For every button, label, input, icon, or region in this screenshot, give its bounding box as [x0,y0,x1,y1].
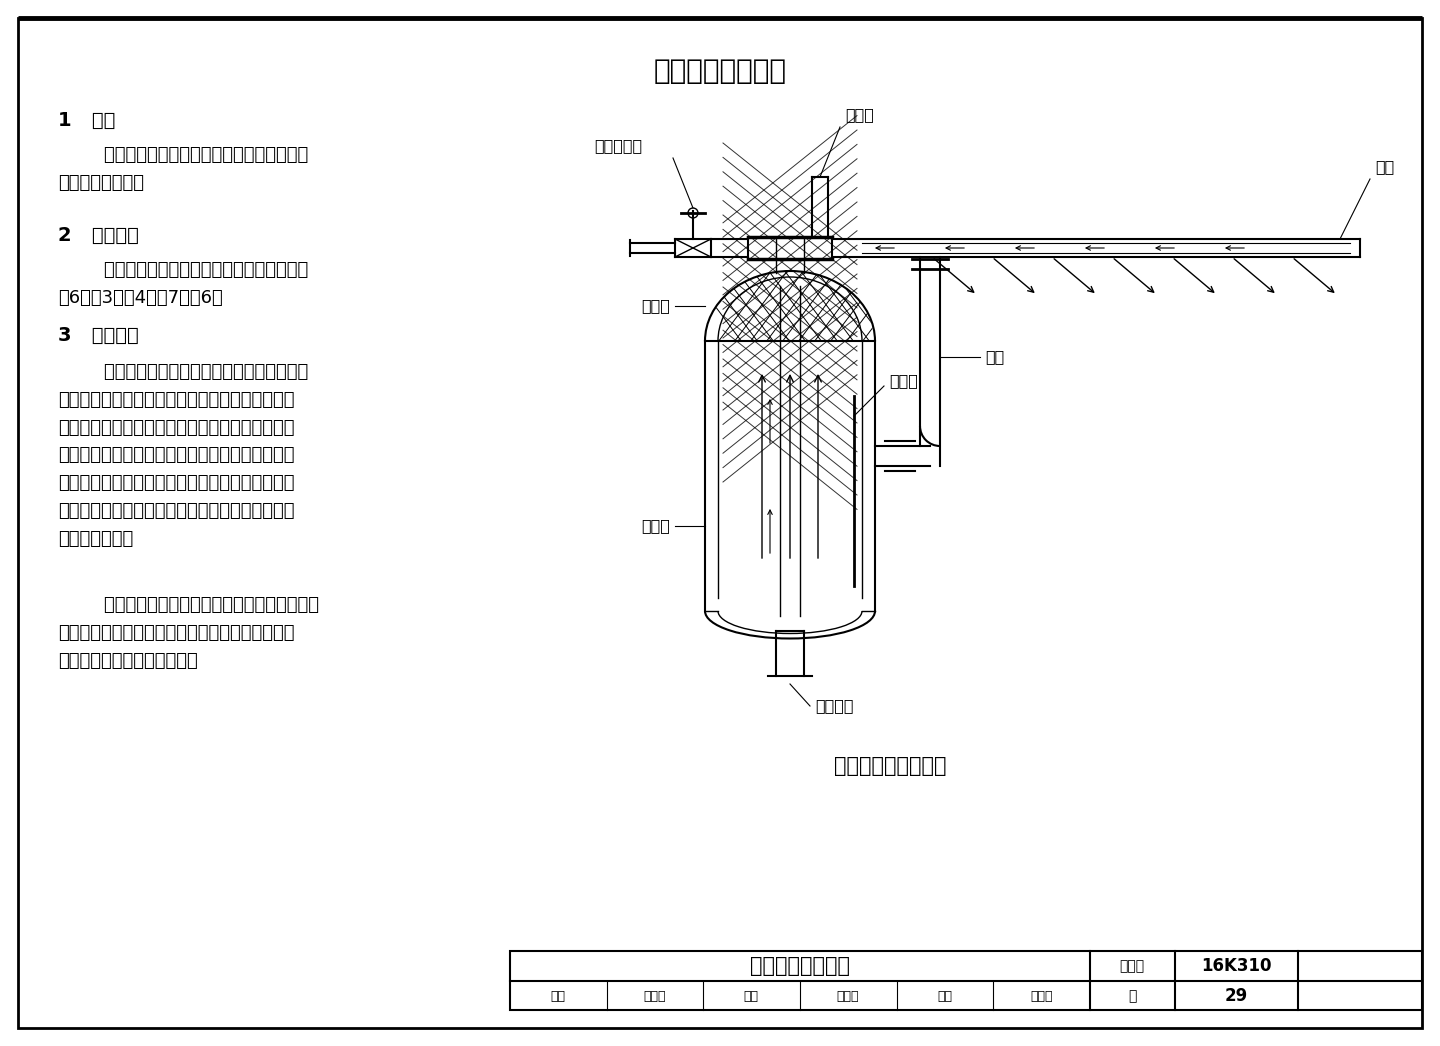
Text: 喷管: 喷管 [1375,159,1394,174]
Text: 蒸汽管: 蒸汽管 [845,107,874,122]
Text: 干蒸汽加湿器原理图: 干蒸汽加湿器原理图 [834,756,946,776]
Text: 干蒸汽加湿器可以通过手动调节、双位调节、
比例调节等方式调节加湿量。需要时可在手动调节
阀后设电动调节阀进行调节。: 干蒸汽加湿器可以通过手动调节、双位调节、 比例调节等方式调节加湿量。需要时可在手… [58,596,320,669]
Text: 刘海滨: 刘海滨 [837,990,860,1002]
Text: 干蒸汽加湿器说明: 干蒸汽加湿器说明 [654,56,786,85]
Text: 干燥室: 干燥室 [641,298,670,314]
Text: 29: 29 [1224,987,1247,1005]
Text: 1   定义: 1 定义 [58,111,115,130]
Text: 16K310: 16K310 [1201,957,1272,975]
Text: 审核: 审核 [550,990,566,1002]
Text: 宋江波: 宋江波 [1030,990,1053,1002]
Text: 校对: 校对 [744,990,759,1002]
Text: 页: 页 [1128,990,1136,1003]
Text: 干蒸汽加湿器为等温加湿方式，参见本图集
第6页图3、图4及第7页图6。: 干蒸汽加湿器为等温加湿方式，参见本图集 第6页图3、图4及第7页图6。 [58,262,308,306]
Text: 冷凝水管: 冷凝水管 [815,699,854,713]
Text: 干蒸汽加湿器是指经喷管向空气中喷射干蒸
汽的空气加湿器。: 干蒸汽加湿器是指经喷管向空气中喷射干蒸 汽的空气加湿器。 [58,146,308,191]
Text: 干蒸汽加湿器采用外部汽源，通过汽水分离
装置，得到干燥蒸汽，通过喷管喷出均匀的蒸汽。
喷管采用双重保温夹套管预热，防止管内的冷凝水
喷到空调系统里，喷管内产生的: 干蒸汽加湿器采用外部汽源，通过汽水分离 装置，得到干燥蒸汽，通过喷管喷出均匀的蒸… [58,363,308,548]
Bar [510,951,1423,1010]
Text: 干蒸汽加湿器说明: 干蒸汽加湿器说明 [750,956,850,976]
Text: 导流板: 导流板 [888,373,917,388]
Text: 设计: 设计 [937,990,952,1002]
Text: 徐立平: 徐立平 [644,990,665,1002]
Text: 2   加湿方式: 2 加湿方式 [58,226,138,245]
Text: 图集号: 图集号 [1119,959,1145,973]
Text: 弯管: 弯管 [985,349,1004,364]
Text: 蒸发室: 蒸发室 [641,519,670,533]
Text: 3   工作原理: 3 工作原理 [58,326,138,345]
Text: 蒸汽调节阀: 蒸汽调节阀 [593,138,642,153]
